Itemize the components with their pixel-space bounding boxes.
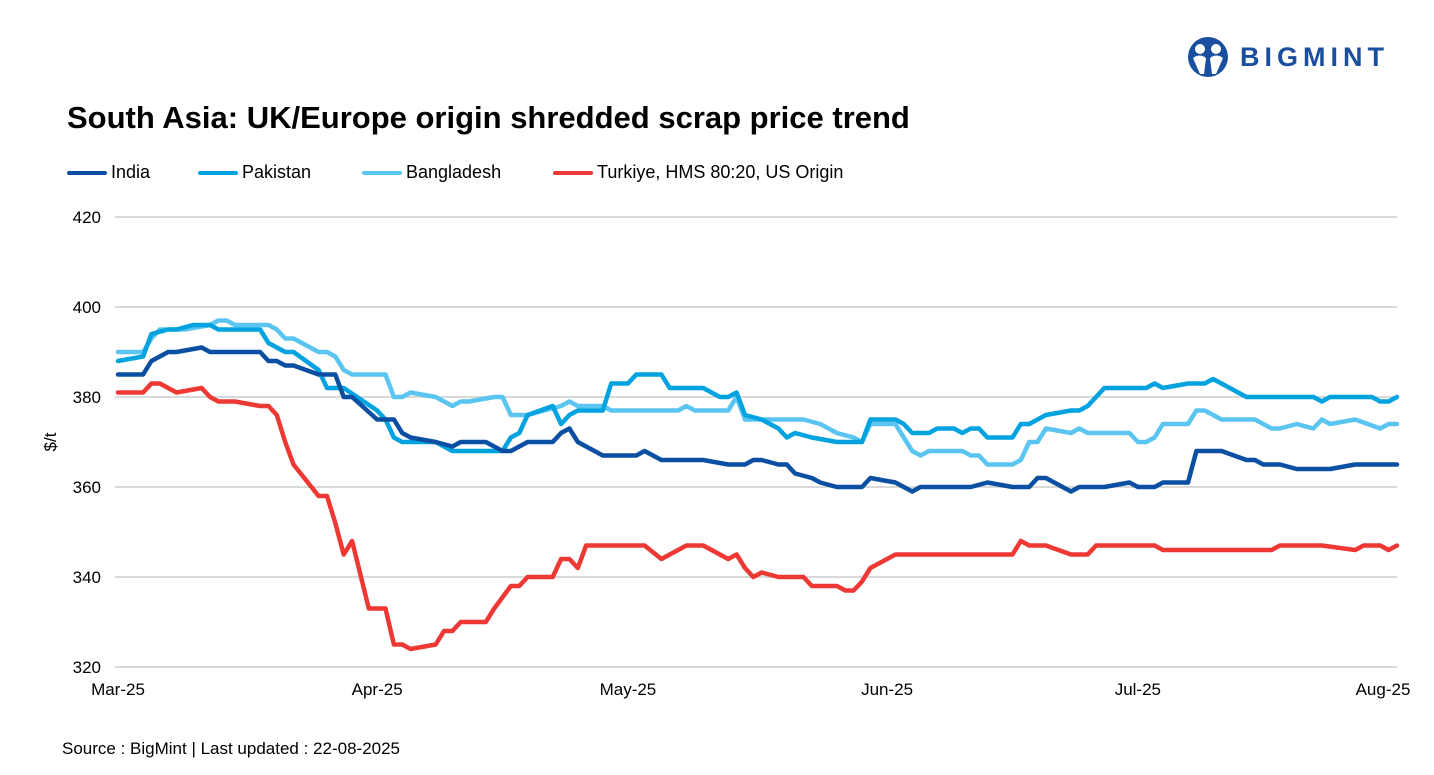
series-line-bangladesh [115,318,1400,467]
x-tick-label: Aug-25 [1356,680,1411,699]
bigmint-logo-icon [1188,37,1228,77]
legend-label: Turkiye, HMS 80:20, US Origin [597,162,844,182]
legend-label: Pakistan [242,162,312,182]
legend-label: Bangladesh [406,162,502,182]
y-tick-label: 340 [73,568,101,587]
x-tick-label: May-25 [600,680,657,699]
y-tick-label: 320 [73,658,101,677]
legend-swatch [198,170,238,175]
y-axis-label: $/t [41,432,60,451]
x-tick-label: Mar-25 [91,680,145,699]
chart-title: South Asia: UK/Europe origin shredded sc… [67,100,910,135]
y-tick-label: 420 [73,208,101,227]
y-tick-label: 380 [73,388,101,407]
legend-item: Turkiye, HMS 80:20, US Origin [553,162,843,183]
legend-item: India [67,162,150,183]
legend-swatch [553,170,593,175]
x-tick-label: Jun-25 [861,680,913,699]
x-tick-label: Jul-25 [1115,680,1161,699]
y-tick-label: 360 [73,478,101,497]
legend-swatch [362,170,402,175]
series-line-turkiye [115,381,1400,652]
legend-label: India [111,162,151,182]
series-line-india [115,345,1400,494]
legend-swatch [67,170,107,175]
y-tick-label: 400 [73,298,101,317]
bigmint-logo-text: BIGMINT [1240,41,1389,72]
legend-item: Pakistan [198,162,311,183]
legend-item: Bangladesh [362,162,501,183]
x-tick-label: Apr-25 [352,680,403,699]
source-note: Source : BigMint | Last updated : 22-08-… [62,739,401,758]
series-line-pakistan [115,322,1400,454]
bigmint-logo: BIGMINT [1186,36,1389,78]
